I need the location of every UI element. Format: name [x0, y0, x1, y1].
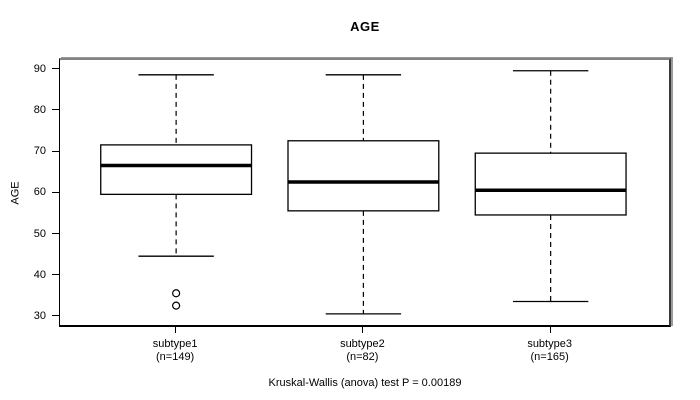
group-label: subtype2 (n=82): [292, 338, 432, 364]
boxplot-canvas: [100, 70, 627, 315]
group-count: (n=149): [156, 351, 195, 363]
y-tick-label: 70: [33, 145, 46, 158]
x-tick-mark: [362, 327, 364, 333]
y-tick-label: 50: [33, 227, 46, 240]
iqr-box: [100, 144, 253, 196]
outlier-point: [172, 289, 181, 298]
outlier-point: [172, 301, 181, 310]
y-tick-label: 80: [33, 103, 46, 116]
y-tick-mark: [52, 109, 59, 111]
y-tick-mark: [52, 315, 59, 317]
group-name: subtype2: [340, 338, 385, 350]
y-tick-mark: [52, 191, 59, 193]
group-label: subtype1 (n=149): [105, 338, 245, 364]
stat-test-caption: Kruskal-Wallis (anova) test P = 0.00189: [268, 377, 462, 389]
y-tick-label: 30: [33, 309, 46, 322]
x-tick-mark: [175, 327, 177, 333]
plot-area: [59, 58, 671, 327]
iqr-box: [474, 152, 627, 216]
chart-title: AGE: [350, 19, 380, 34]
y-tick-mark: [52, 233, 59, 235]
y-tick-label: 60: [33, 186, 46, 199]
y-tick-mark: [52, 274, 59, 276]
group-label: subtype3 (n=165): [480, 338, 620, 364]
y-tick-label: 90: [33, 62, 46, 75]
group-name: subtype1: [152, 338, 198, 350]
group-count: (n=82): [346, 351, 379, 363]
y-tick-mark: [52, 150, 59, 152]
group-count: (n=165): [530, 351, 569, 363]
x-tick-mark: [549, 327, 551, 333]
iqr-box: [287, 140, 440, 212]
y-tick-mark: [52, 68, 59, 70]
y-tick-label: 40: [33, 268, 46, 281]
group-name: subtype3: [527, 338, 572, 350]
